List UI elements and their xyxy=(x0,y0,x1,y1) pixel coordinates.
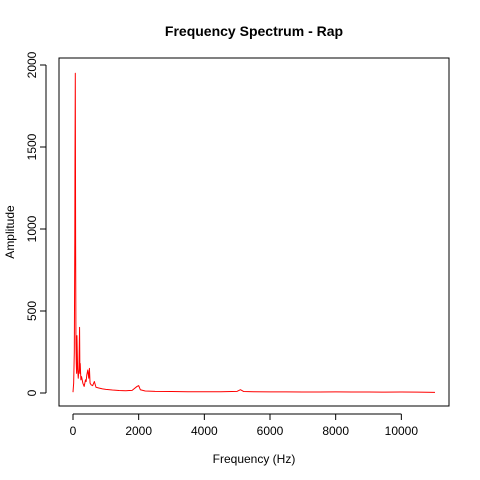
x-tick-label: 8000 xyxy=(322,424,349,438)
y-tick-label: 1500 xyxy=(25,133,39,160)
x-tick-label: 6000 xyxy=(257,424,284,438)
x-axis: 0 2000 4000 6000 8000 10000 xyxy=(70,413,419,438)
x-axis-label: Frequency (Hz) xyxy=(213,452,296,466)
y-tick-label: 1000 xyxy=(25,215,39,242)
y-tick-label: 2000 xyxy=(25,51,39,78)
y-axis: 0 500 1000 1500 2000 xyxy=(25,51,47,396)
series-layer xyxy=(72,72,436,393)
spectrum-series-line xyxy=(72,72,436,393)
y-tick-label: 500 xyxy=(25,301,39,321)
y-tick-label: 0 xyxy=(25,389,39,396)
chart-title: Frequency Spectrum - Rap xyxy=(165,23,343,39)
x-tick-label: 4000 xyxy=(191,424,218,438)
x-tick-label: 10000 xyxy=(385,424,419,438)
x-tick-label: 2000 xyxy=(125,424,152,438)
x-tick-label: 0 xyxy=(70,424,77,438)
y-axis-label: Amplitude xyxy=(3,205,17,259)
plot-area-box xyxy=(58,57,450,407)
